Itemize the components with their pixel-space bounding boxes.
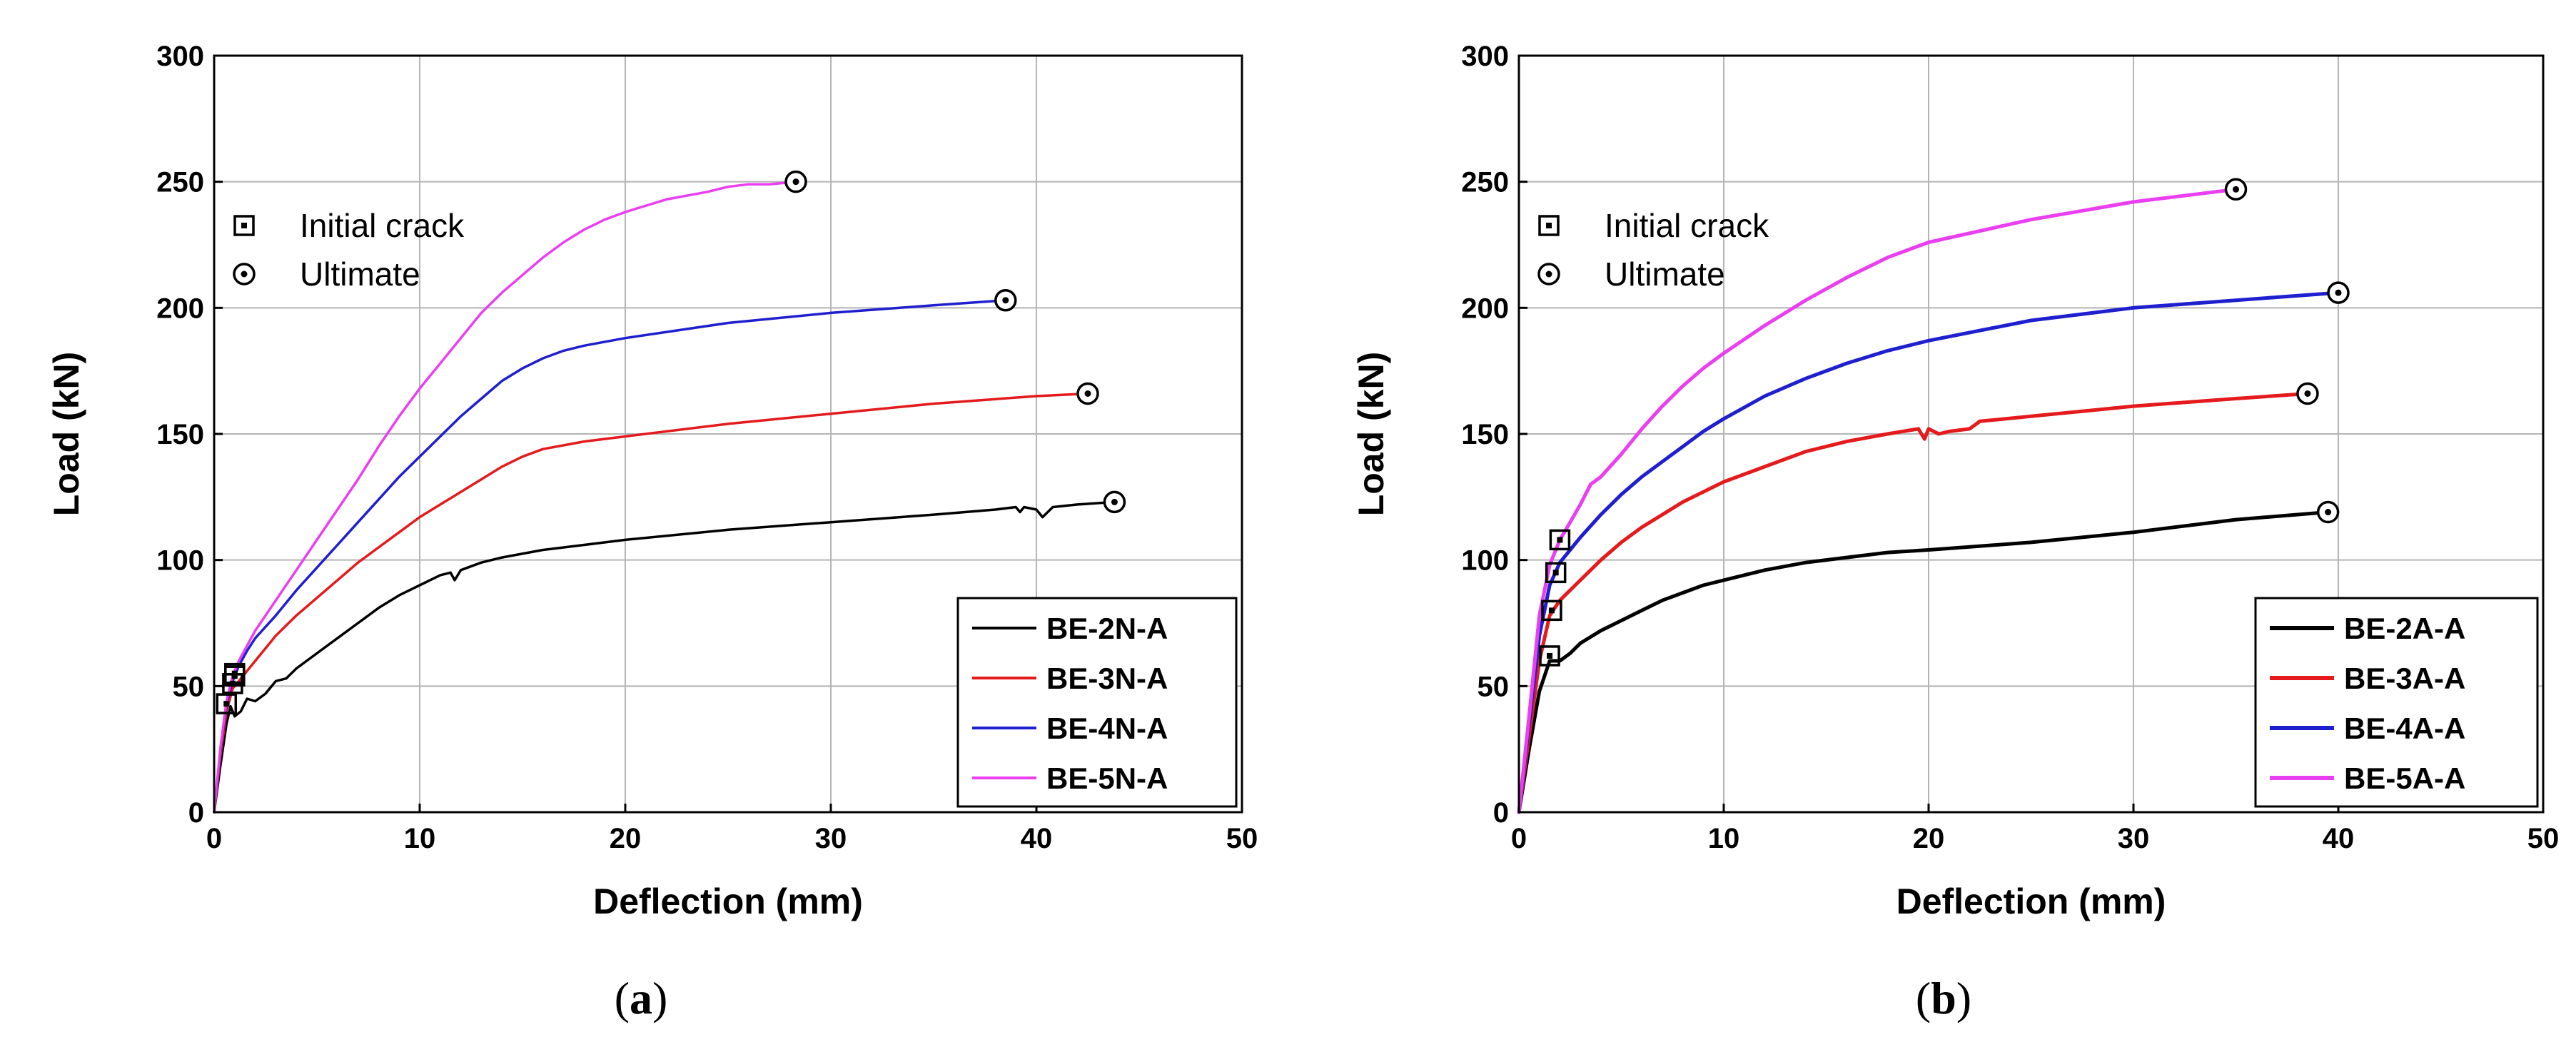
initial-crack-marker-be-2n-a-dot xyxy=(223,701,230,707)
x-tick-label: 10 xyxy=(1708,823,1740,854)
x-axis-title: Deflection (mm) xyxy=(1896,881,2166,921)
caption-letter: a xyxy=(630,973,652,1023)
y-tick-label: 300 xyxy=(1461,41,1509,72)
series-line-be-4n-a xyxy=(213,298,1007,814)
marker-legend-square-icon-dot xyxy=(1546,223,1552,228)
initial-crack-marker-be-2n-a xyxy=(216,693,238,714)
series-legend: BE-2A-A BE-3A-A BE-4A-A BE-5A-A xyxy=(2254,597,2539,808)
initial-crack-marker-be-3a-a-dot xyxy=(1548,607,1555,614)
legend-label-be-5a-a: BE-5A-A xyxy=(2344,762,2465,795)
series-line-be-2n-a xyxy=(213,500,1116,814)
marker-legend-square-icon-dot xyxy=(241,223,247,228)
panel-caption: (a) xyxy=(615,973,668,1023)
y-tick-label: 0 xyxy=(188,797,204,829)
x-tick-label: 40 xyxy=(2323,823,2355,854)
series-line-be-2a-a xyxy=(1517,510,2330,814)
marker-legend-square-icon xyxy=(1538,215,1560,236)
marker-legend-label: Ultimate xyxy=(300,256,420,293)
legend-label-be-5n-a: BE-5N-A xyxy=(1046,762,1168,795)
caption-letter: b xyxy=(1931,973,1956,1023)
y-tick-label: 200 xyxy=(1461,293,1509,324)
y-tick-label: 50 xyxy=(1478,671,1510,702)
legend-label-be-2a-a: BE-2A-A xyxy=(2344,612,2465,645)
legend-label-be-3n-a: BE-3N-A xyxy=(1046,662,1168,695)
legend-label-be-3a-a: BE-3A-A xyxy=(2344,662,2465,695)
y-axis-title: Load (kN) xyxy=(1351,352,1391,517)
x-tick-label: 40 xyxy=(1021,823,1053,854)
marker-legend-label: Initial crack xyxy=(1605,207,1769,244)
y-tick-label: 50 xyxy=(173,671,205,702)
x-tick-label: 20 xyxy=(610,823,642,854)
initial-crack-marker-be-5n-a xyxy=(224,662,246,684)
y-tick-label: 100 xyxy=(1461,545,1509,577)
plot-frame xyxy=(213,54,1243,814)
initial-crack-marker-be-4a-a-dot xyxy=(1552,570,1559,576)
x-tick-label: 50 xyxy=(1226,823,1258,854)
ultimate-marker-be-4n-a-dot xyxy=(1002,297,1009,304)
caption-paren-open: ( xyxy=(615,973,630,1023)
x-tick-label: 50 xyxy=(2527,823,2560,854)
ultimate-marker-be-5a-a-dot xyxy=(2233,186,2239,193)
y-tick-label: 300 xyxy=(156,41,204,72)
y-tick-label: 150 xyxy=(1461,419,1509,450)
series-line-be-3a-a xyxy=(1517,392,2310,814)
caption-paren-close: ) xyxy=(1956,973,1971,1023)
y-tick-label: 150 xyxy=(156,419,204,450)
legend-label-be-2n-a: BE-2N-A xyxy=(1046,612,1168,645)
ultimate-marker-be-3a-a-dot xyxy=(2304,390,2311,397)
initial-crack-marker-be-2a-a-dot xyxy=(1547,652,1553,659)
y-tick-label: 100 xyxy=(156,545,204,577)
x-tick-label: 30 xyxy=(815,823,847,854)
series-legend-box xyxy=(2254,597,2539,808)
y-tick-label: 250 xyxy=(156,167,204,198)
initial-crack-marker-be-3a-a xyxy=(1541,600,1562,622)
ultimate-marker-be-2n-a-dot xyxy=(1111,498,1118,505)
series-line-be-5n-a xyxy=(213,180,797,814)
initial-crack-marker-be-5a-a-dot xyxy=(1557,537,1563,543)
ultimate-marker-be-2a-a-dot xyxy=(2325,509,2332,516)
marker-legend: Initial crack Ultimate xyxy=(1537,207,1769,293)
panel-caption: (b) xyxy=(1916,973,1971,1023)
legend-label-be-4n-a: BE-4N-A xyxy=(1046,712,1168,745)
caption-paren-close: ) xyxy=(652,973,667,1023)
y-tick-label: 0 xyxy=(1493,797,1509,829)
initial-crack-marker-be-2a-a xyxy=(1539,645,1560,667)
y-axis-title: Load (kN) xyxy=(46,352,86,517)
ultimate-marker-be-5n-a-dot xyxy=(792,178,799,186)
initial-crack-marker-be-5a-a xyxy=(1549,529,1571,551)
initial-crack-marker-be-4a-a xyxy=(1545,562,1567,584)
y-tick-label: 200 xyxy=(156,293,204,324)
marker-legend-label: Initial crack xyxy=(300,207,465,244)
x-tick-label: 20 xyxy=(1913,823,1945,854)
x-axis-title: Deflection (mm) xyxy=(593,881,863,921)
ultimate-marker-be-4a-a-dot xyxy=(2335,289,2342,296)
series-legend-box xyxy=(956,597,1238,808)
chart-panel-b: 0 10 20 30 40 50 0 50 100 150 200 250 300 Deflection … xyxy=(1351,41,2559,1023)
plot-frame xyxy=(1517,54,2545,814)
y-tick-label: 250 xyxy=(1461,167,1509,198)
chart-panel-a: 0 10 20 30 40 50 0 50 100 150 200 250 300 Deflection … xyxy=(46,41,1258,1023)
legend-label-be-4a-a: BE-4A-A xyxy=(2344,712,2465,745)
marker-legend-circle-icon-dot xyxy=(241,270,248,278)
x-tick-label: 10 xyxy=(404,823,436,854)
marker-legend-label: Ultimate xyxy=(1605,256,1725,293)
x-tick-label: 0 xyxy=(206,823,222,854)
marker-legend-circle-icon-dot xyxy=(1545,270,1552,278)
marker-legend-square-icon xyxy=(233,215,255,236)
caption-paren-open: ( xyxy=(1916,973,1931,1023)
series-legend: BE-2N-A BE-3N-A BE-4N-A BE-5N-A xyxy=(956,597,1238,808)
x-tick-label: 30 xyxy=(2118,823,2150,854)
x-tick-label: 0 xyxy=(1511,823,1527,854)
initial-crack-marker-be-5n-a-dot xyxy=(231,670,238,677)
ultimate-marker-be-3n-a-dot xyxy=(1084,390,1091,397)
marker-legend: Initial crack Ultimate xyxy=(233,207,465,293)
